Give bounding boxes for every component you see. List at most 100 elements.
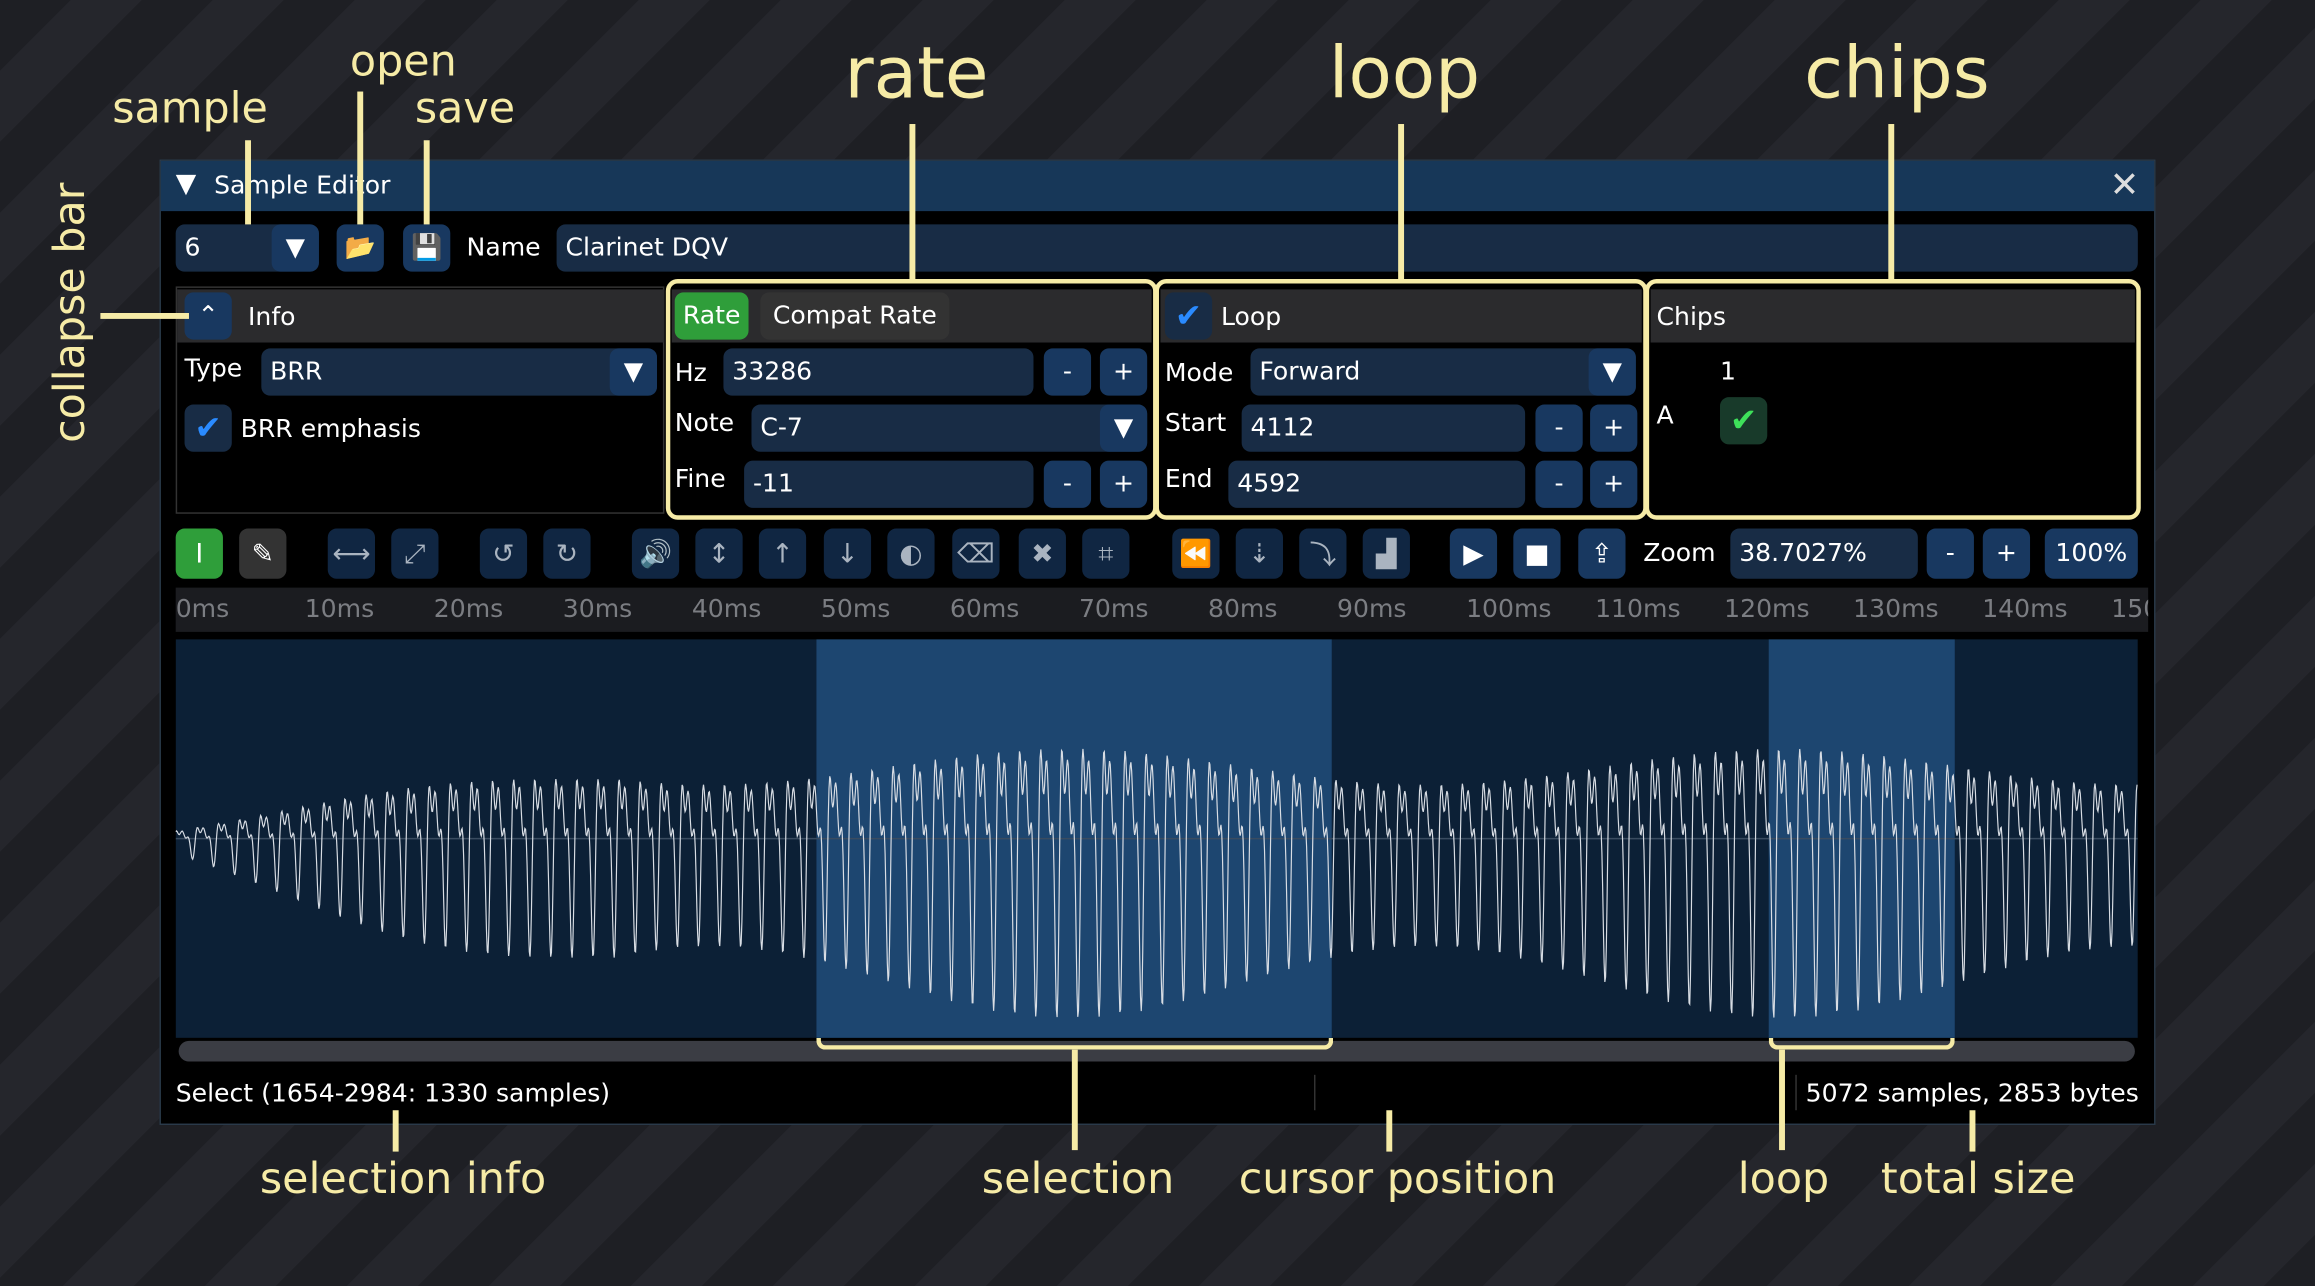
stop-icon[interactable]: ■ — [1513, 528, 1561, 579]
chips-header — [1650, 289, 2135, 343]
annotation-line — [1888, 124, 1895, 281]
loop-start-value: 4112 — [1250, 413, 1315, 443]
hz-input[interactable]: 33286 — [723, 348, 1034, 396]
ruler-tick: 90ms — [1337, 594, 1407, 625]
zoom-reset-button[interactable]: 100% — [2044, 528, 2138, 579]
annotation-line — [423, 140, 430, 225]
loop-start-input[interactable]: 4112 — [1241, 404, 1526, 452]
status-divider — [1795, 1074, 1797, 1111]
chip-column-label: 1 — [1720, 357, 1736, 387]
name-input[interactable]: Clarinet DQV — [556, 224, 2138, 272]
horizontal-scrollbar[interactable] — [178, 1040, 2135, 1062]
loop-end-input[interactable]: 4592 — [1228, 460, 1526, 508]
start-label: Start — [1164, 408, 1227, 439]
export-icon[interactable]: ⇪ — [1578, 528, 1626, 579]
brr-emphasis-checkbox[interactable]: ✔ — [184, 404, 232, 452]
filter-icon[interactable]: ▟ — [1362, 528, 1410, 579]
ruler-tick: 10ms — [304, 594, 375, 625]
chip-enable-checkbox[interactable]: ✔ — [1720, 397, 1768, 445]
brr-emphasis-label: BRR emphasis — [240, 414, 421, 445]
save-icon[interactable]: 💾 — [403, 224, 451, 272]
fit-width-icon[interactable]: ⟷ — [327, 528, 376, 579]
close-icon[interactable]: ✕ — [2109, 163, 2140, 206]
loop-end-value: 4592 — [1237, 469, 1302, 500]
annotation-selection: selection — [981, 1153, 1175, 1204]
note-value: C-7 — [760, 413, 803, 443]
start-plus-button[interactable]: + — [1590, 404, 1638, 452]
redo-icon[interactable]: ↻ — [543, 528, 591, 579]
crop-icon[interactable]: ⌗ — [1082, 528, 1130, 579]
ruler-tick: 150ms — [2111, 594, 2148, 625]
end-label: End — [1164, 465, 1213, 495]
chevron-down-icon[interactable]: ▼ — [609, 348, 657, 396]
reverse-icon[interactable]: ⏪ — [1172, 528, 1220, 579]
loop-checkbox[interactable]: ✔ — [1164, 292, 1213, 340]
chevron-down-icon[interactable]: ▼ — [271, 224, 319, 272]
ruler-tick: 110ms — [1595, 594, 1681, 625]
fine-value: -11 — [752, 469, 794, 500]
hz-minus-button[interactable]: - — [1043, 348, 1092, 396]
window-title: Sample Editor — [214, 171, 391, 201]
annotation-sample: sample — [112, 82, 268, 133]
annotation-loop: loop — [1328, 32, 1481, 116]
hz-value: 33286 — [732, 357, 813, 387]
annotation-line — [1071, 1049, 1078, 1151]
normalize-icon[interactable]: ↕ — [695, 528, 743, 579]
start-minus-button[interactable]: - — [1535, 404, 1583, 452]
end-minus-button[interactable]: - — [1535, 460, 1583, 508]
type-label: Type — [184, 354, 243, 384]
chevron-up-icon[interactable]: ⌃ — [184, 292, 232, 340]
fade-out-icon[interactable]: ↓ — [823, 528, 872, 579]
annotation-line — [1779, 1049, 1785, 1151]
chevron-down-icon[interactable]: ▼ — [1099, 404, 1148, 452]
loop-end-icon[interactable]: ⤵ — [1299, 528, 1347, 579]
loop-mode-select[interactable]: Forward — [1250, 348, 1636, 396]
undo-icon[interactable]: ↺ — [479, 528, 528, 579]
pencil-icon[interactable]: ✎ — [239, 528, 287, 579]
chips-highlight-box — [1644, 279, 2141, 520]
zoom-input[interactable]: 38.7027% — [1730, 528, 1918, 579]
select-icon[interactable]: I — [175, 528, 223, 579]
name-label: Name — [466, 233, 541, 263]
chip-row-label: A — [1656, 401, 1674, 432]
time-ruler: 0ms 10ms 20ms 30ms 40ms 50ms 60ms 70ms 80ms 90ms 1… — [175, 587, 2149, 632]
zoom-plus-button[interactable]: + — [1982, 528, 2031, 579]
invert-icon[interactable]: ◐ — [887, 528, 935, 579]
zoom-label: Zoom — [1643, 538, 1716, 569]
info-title: Info — [248, 302, 296, 333]
open-folder-icon[interactable]: 📂 — [336, 224, 384, 272]
ruler-tick: 40ms — [691, 594, 762, 625]
ruler-tick: 0ms — [175, 594, 230, 625]
resample-icon[interactable]: ⇣ — [1235, 528, 1283, 579]
tab-compat-rate[interactable]: Compat Rate — [760, 292, 950, 340]
end-plus-button[interactable]: + — [1590, 460, 1638, 508]
type-select[interactable]: BRR — [261, 348, 657, 396]
fine-plus-button[interactable]: + — [1099, 460, 1148, 508]
erase-icon[interactable]: ⌫ — [952, 528, 1000, 579]
ruler-tick: 130ms — [1853, 594, 1939, 625]
expand-icon[interactable]: ⤢ — [391, 528, 439, 579]
annotation-cursor-position: cursor position — [1238, 1153, 1557, 1204]
play-icon[interactable]: ▶ — [1449, 528, 1498, 579]
chevron-down-icon[interactable]: ▼ — [1588, 348, 1636, 396]
note-select[interactable]: C-7 — [751, 404, 1148, 452]
waveform-view[interactable] — [175, 639, 2138, 1038]
annotation-line — [1386, 1110, 1393, 1152]
total-size: 5072 samples, 2853 bytes — [1805, 1079, 2139, 1109]
fine-minus-button[interactable]: - — [1043, 460, 1092, 508]
collapse-triangle-icon[interactable]: ▼ — [175, 168, 197, 200]
tab-rate[interactable]: Rate — [674, 292, 749, 340]
fine-input[interactable]: -11 — [744, 460, 1034, 508]
status-divider — [1313, 1074, 1316, 1111]
fade-in-icon[interactable]: ↑ — [758, 528, 807, 579]
delete-icon[interactable]: ✖ — [1018, 528, 1066, 579]
type-value: BRR — [270, 357, 323, 387]
zoom-minus-button[interactable]: - — [1926, 528, 1974, 579]
title-bar[interactable]: ▼ Sample Editor ✕ — [160, 160, 2155, 212]
hz-plus-button[interactable]: + — [1099, 348, 1148, 396]
rate-highlight-box — [665, 279, 1158, 520]
annotation-line — [392, 1110, 399, 1152]
annotation-line — [357, 91, 364, 225]
volume-icon[interactable]: 🔊 — [631, 528, 680, 579]
